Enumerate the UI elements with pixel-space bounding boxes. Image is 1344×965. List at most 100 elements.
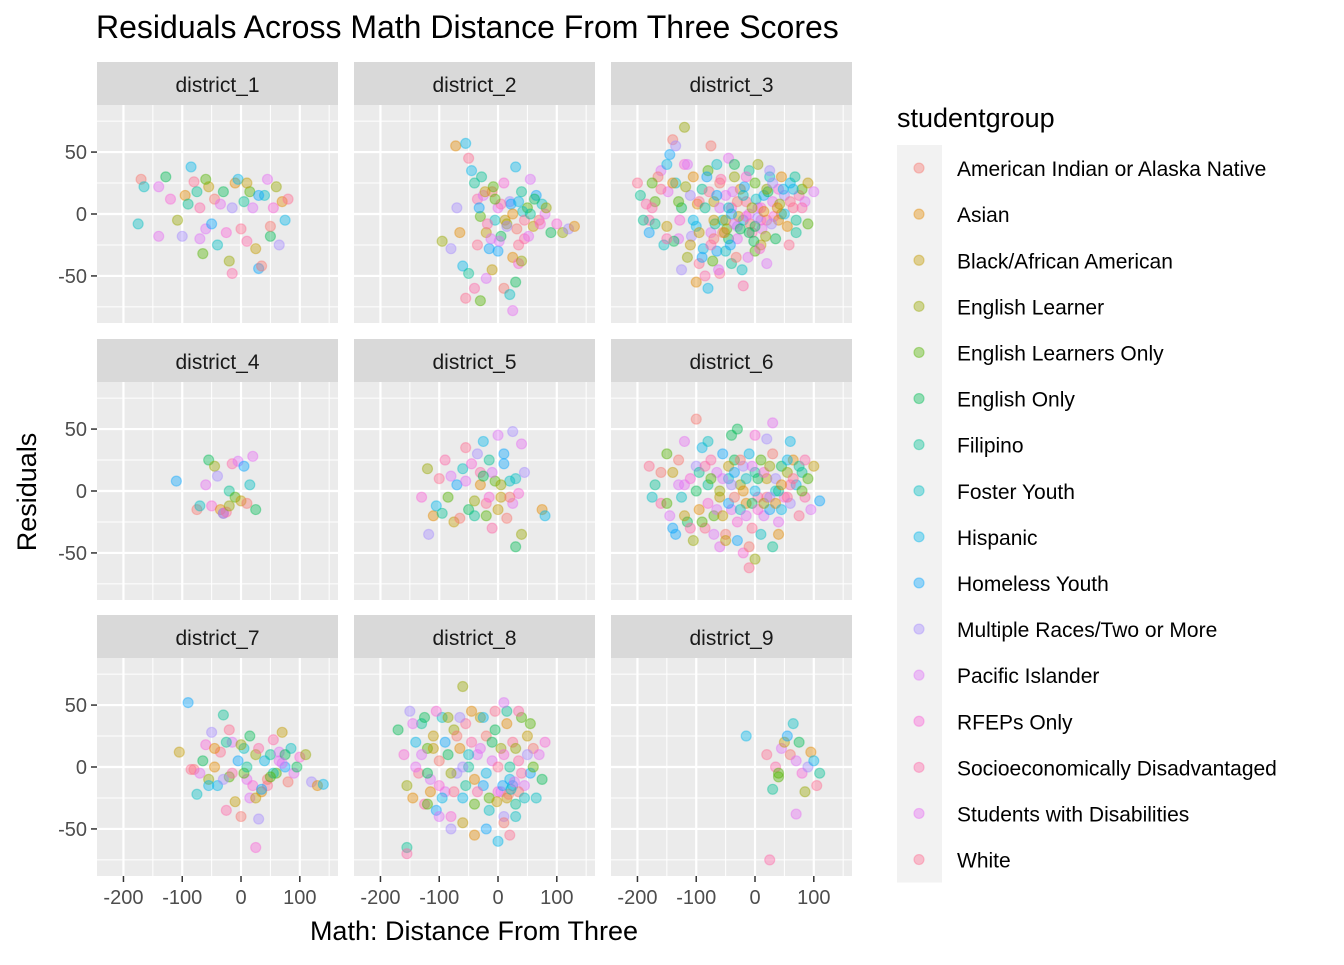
data-point — [499, 214, 511, 226]
data-point — [507, 736, 519, 748]
data-point — [232, 173, 244, 185]
data-point — [200, 739, 212, 751]
data-point — [468, 798, 481, 810]
data-point — [203, 779, 215, 792]
data-point — [765, 218, 778, 230]
data-point — [799, 196, 811, 208]
data-point — [170, 475, 182, 487]
data-point — [715, 173, 727, 185]
data-point — [463, 761, 475, 773]
data-point — [194, 767, 206, 779]
data-point — [687, 534, 699, 547]
data-point — [728, 491, 741, 503]
data-point — [480, 823, 492, 835]
y-tick-label: 50 — [65, 695, 87, 717]
data-point — [160, 171, 172, 183]
data-point — [250, 841, 262, 854]
data-point — [407, 792, 419, 804]
data-point — [433, 473, 445, 485]
data-point — [264, 220, 277, 232]
data-point — [714, 491, 726, 503]
data-point — [465, 458, 478, 470]
data-point — [232, 755, 244, 767]
data-point — [749, 177, 761, 189]
data-point — [457, 680, 469, 693]
data-point — [799, 454, 811, 466]
data-point — [442, 749, 454, 761]
data-point — [468, 773, 481, 785]
data-point — [498, 817, 510, 829]
data-point — [734, 479, 746, 491]
data-point — [714, 485, 726, 497]
x-axes: -200 -100 0 100 -200 -100 0 100 -200 -100 0 100 — [103, 876, 830, 909]
data-point — [775, 208, 788, 220]
data-point — [305, 776, 318, 788]
data-point — [737, 547, 749, 559]
legend-item: Black/African American — [913, 250, 1173, 273]
data-point — [250, 792, 262, 804]
data-point — [705, 226, 717, 239]
data-point — [697, 243, 709, 255]
data-point — [775, 742, 788, 755]
data-point — [229, 796, 241, 808]
data-point — [264, 771, 277, 783]
data-point — [497, 779, 509, 792]
data-point — [667, 466, 679, 479]
data-points — [740, 718, 826, 866]
data-point — [772, 183, 785, 195]
data-point — [518, 214, 531, 226]
facet-panel-district_5: district_5 — [354, 339, 595, 600]
legend-label: English Only — [957, 389, 1075, 412]
data-point — [771, 202, 783, 214]
legend-key — [913, 254, 925, 266]
data-point — [492, 202, 504, 214]
data-point — [451, 202, 463, 214]
legend-key — [913, 577, 925, 589]
data-point — [696, 251, 708, 263]
data-point — [317, 778, 329, 790]
data-point — [261, 773, 274, 785]
data-point — [737, 485, 749, 497]
data-point — [740, 497, 752, 509]
data-point — [655, 497, 667, 509]
data-point — [711, 189, 723, 202]
x-tick-label: 100 — [283, 887, 316, 909]
facet-panel-district_2: district_2 — [354, 62, 595, 323]
data-point — [758, 189, 770, 202]
data-point — [480, 730, 492, 742]
data-point — [674, 214, 686, 226]
data-point — [722, 473, 735, 485]
data-point — [273, 746, 285, 758]
data-point — [495, 230, 507, 242]
data-point — [197, 755, 209, 767]
data-point — [489, 475, 501, 487]
data-point — [208, 761, 221, 773]
data-point — [480, 226, 492, 239]
legend-key — [913, 761, 925, 773]
data-point — [288, 767, 300, 779]
data-point — [512, 755, 525, 767]
data-point — [540, 202, 552, 214]
facet-panel-district_6: district_6 — [611, 339, 852, 600]
data-point — [460, 292, 472, 304]
data-point — [518, 233, 531, 245]
data-point — [392, 724, 404, 736]
data-point — [761, 257, 773, 270]
data-point — [668, 235, 680, 247]
data-point — [460, 442, 472, 454]
data-point — [681, 516, 694, 528]
data-point — [661, 448, 673, 460]
data-point — [427, 742, 439, 755]
legend-item: Hispanic — [913, 527, 1038, 550]
data-point — [805, 746, 817, 758]
data-point — [454, 742, 466, 755]
facet-strip-label: district_1 — [175, 74, 259, 97]
data-point — [774, 198, 786, 210]
data-point — [799, 491, 811, 503]
facet-panel-district_8: district_8 — [354, 615, 595, 876]
data-point — [223, 724, 235, 736]
data-point — [708, 528, 720, 540]
data-point — [460, 779, 472, 792]
data-point — [769, 761, 782, 773]
data-point — [433, 810, 445, 823]
